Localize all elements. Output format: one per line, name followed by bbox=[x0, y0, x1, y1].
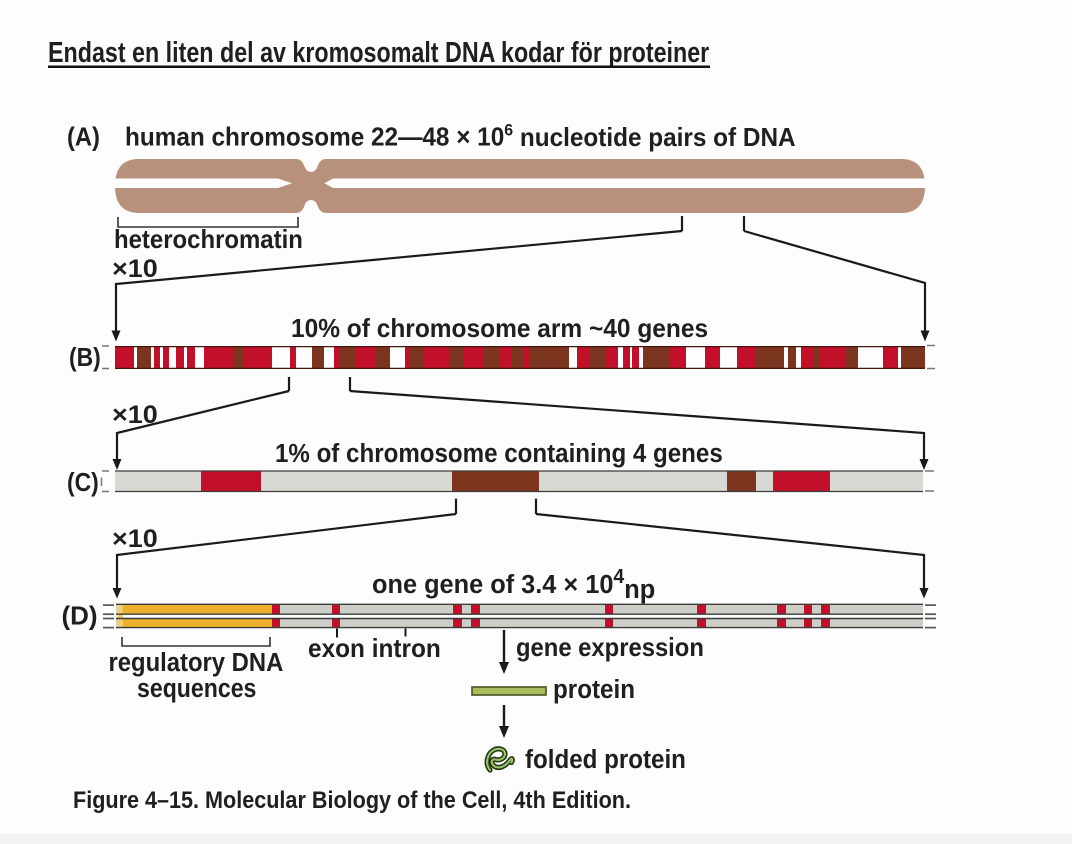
svg-text:heterochromatin: heterochromatin bbox=[114, 225, 303, 254]
svg-text:Figure 4–15. Molecular Biology: Figure 4–15. Molecular Biology of the Ce… bbox=[73, 786, 631, 813]
svg-text:(C): (C) bbox=[67, 469, 99, 498]
svg-text:one gene of 3.4 × 104np: one gene of 3.4 × 104np bbox=[372, 566, 655, 604]
svg-text:(D): (D) bbox=[62, 601, 98, 631]
svg-text:(A): (A) bbox=[67, 123, 100, 152]
svg-text:×10: ×10 bbox=[112, 524, 158, 553]
svg-text:(B): (B) bbox=[69, 344, 101, 373]
svg-text:×10: ×10 bbox=[112, 254, 158, 283]
svg-text:regulatory DNA: regulatory DNA bbox=[109, 648, 284, 677]
svg-text:1% of chromosome containing 4: 1% of chromosome containing 4 genes bbox=[275, 439, 723, 468]
svg-text:folded protein: folded protein bbox=[525, 745, 686, 774]
svg-text:sequences: sequences bbox=[137, 675, 256, 704]
svg-text:10% of chromosome arm ~40 gene: 10% of chromosome arm ~40 genes bbox=[291, 314, 708, 343]
svg-text:protein: protein bbox=[553, 675, 635, 704]
svg-text:exon intron: exon intron bbox=[308, 634, 441, 663]
svg-text:×10: ×10 bbox=[112, 400, 158, 429]
svg-text:Endast en liten del av kromoso: Endast en liten del av kromosomalt DNA k… bbox=[48, 36, 709, 69]
svg-text:human chromosome 22—48 × 106 n: human chromosome 22—48 × 106 nucleotide … bbox=[125, 121, 796, 152]
svg-text:gene expression: gene expression bbox=[516, 633, 704, 662]
